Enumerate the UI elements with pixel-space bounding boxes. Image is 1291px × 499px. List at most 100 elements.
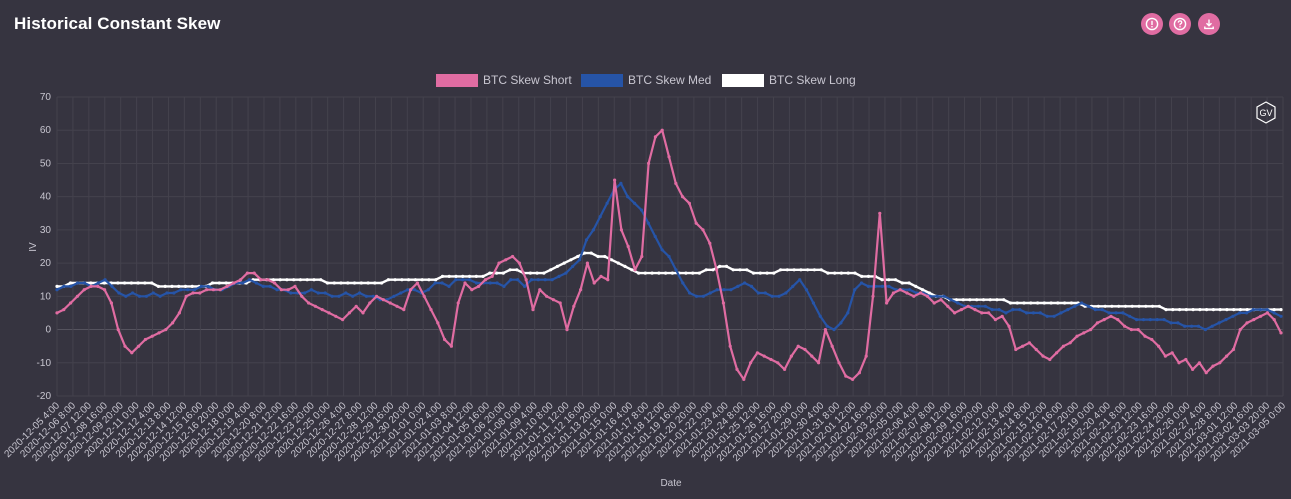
series-point [529,278,534,282]
series-point [351,294,355,298]
series-point [681,195,685,199]
series-point [905,291,909,295]
series-point [1183,324,1187,328]
legend-swatch[interactable] [436,74,478,87]
series-point [806,268,810,272]
legend-label[interactable]: BTC Skew Long [769,73,856,87]
series-point [1191,308,1195,312]
series-point [927,291,932,295]
series-point [381,298,385,302]
series-point [1038,311,1042,315]
series-point [762,354,766,358]
series-point [1225,308,1229,312]
y-tick-label: 20 [40,258,52,269]
series-point [429,308,433,312]
legend-label[interactable]: BTC Skew Short [483,73,572,87]
series-point [1025,311,1029,315]
series-point [285,278,289,282]
series-point [995,298,999,302]
series-point [170,284,174,288]
download-icon[interactable] [1198,13,1220,35]
legend-label[interactable]: BTC Skew Med [628,73,711,87]
series-point [449,344,453,348]
series-point [82,281,87,285]
x-axis-title: Date [660,478,682,489]
series-point [704,268,708,272]
series-point [224,281,228,285]
series-point [921,288,925,292]
series-point [129,281,133,285]
series-point [495,281,499,285]
series-point [756,291,761,295]
series-point [69,284,73,288]
series-point [1170,351,1174,355]
series-point [346,281,350,285]
series-point [569,258,573,262]
series-point [325,281,330,285]
series-point [1004,311,1008,315]
series-point [770,294,774,298]
series-point [1272,318,1276,322]
series-point [646,221,651,225]
series-point [102,281,106,285]
series-point [1177,361,1181,365]
series-point [1136,328,1140,332]
series-point [565,328,569,332]
series-point [1265,308,1269,312]
series-point [1031,311,1035,315]
series-point [1252,318,1256,322]
watermark-label: GV [1259,108,1272,118]
series-point [190,284,194,288]
series-point [1123,324,1127,328]
series-point [839,271,844,275]
series-point [1171,308,1175,312]
series-point [596,254,600,259]
series-point [976,304,981,308]
series-point [798,278,802,282]
series-point [305,278,309,282]
series-point [1225,354,1229,358]
series-point [975,298,979,302]
series-point [144,294,148,298]
info-icon[interactable] [1141,13,1163,35]
series-point [833,271,837,275]
series-point [946,304,950,308]
series-point [851,377,855,381]
legend-swatch[interactable] [722,74,764,87]
series-point [674,268,678,272]
series-point [846,271,850,275]
series-point [292,278,296,282]
help-icon[interactable] [1169,13,1191,35]
legend-swatch[interactable] [581,74,623,87]
series-point [1184,308,1188,312]
series-point [456,301,460,305]
series-point [1036,301,1040,305]
series-point [1184,357,1188,362]
series-point [183,284,188,288]
series-point [1063,301,1067,305]
series-point [653,135,658,139]
series-point [643,271,647,275]
series-point [1096,304,1100,308]
series-point [1259,314,1263,318]
series-point [538,288,542,292]
series-point [266,278,270,282]
series-point [919,291,923,295]
series-point [1155,318,1159,322]
series-point [880,284,884,288]
series-point [784,291,788,295]
series-point [1279,331,1283,335]
y-tick-label: 10 [40,291,52,302]
series-point [697,271,702,275]
series-point [327,311,331,315]
series-point [413,288,417,292]
series-point [1279,308,1283,312]
series-point [319,278,323,282]
series-point [116,328,120,332]
series-point [772,271,776,275]
series-point [1007,324,1011,328]
series-point [1141,318,1146,322]
y-axis-title: IV [28,242,39,252]
series-point [531,308,535,312]
series-point [751,271,756,275]
